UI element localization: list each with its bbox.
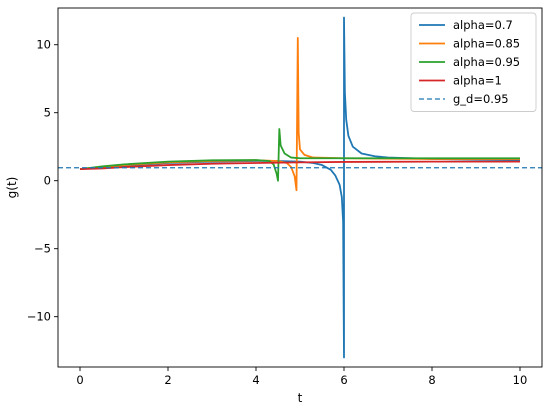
legend-entry-label: alpha=1 [453,74,502,88]
y-tick-label: 0 [44,174,51,188]
legend: alpha=0.7 alpha=0.85 alpha=0.95 alpha=1 g_d=… [410,12,537,112]
series-line-4 [79,160,520,171]
x-tick-label: 8 [428,373,435,387]
x-tick-label: 2 [164,373,171,387]
x-tick-label: 0 [76,373,83,387]
x-tick-label: 10 [513,373,528,387]
y-tick-label: −5 [34,242,51,256]
x-tick-label: 6 [340,373,347,387]
legend-entry-label: alpha=0.95 [453,55,520,69]
y-tick-label: 10 [36,38,51,52]
x-tick-label: 4 [252,373,259,387]
plot-frame [57,7,543,368]
y-tick-label: −10 [27,310,51,324]
y-tick-label: 5 [44,106,51,120]
legend-entry-label: alpha=0.7 [453,18,513,32]
plot-area [57,7,543,368]
legend-entry-label: g_d=0.95 [453,92,509,106]
series-line-3 [79,128,520,182]
legend-box [410,12,537,112]
tick-marks: 0 2 4 6 8 10 −10 −5 0 5 10 [27,38,528,387]
x-axis-label: t [298,391,303,405]
legend-entry-label: alpha=0.85 [453,37,520,51]
y-axis-label: g(t) [5,177,19,199]
